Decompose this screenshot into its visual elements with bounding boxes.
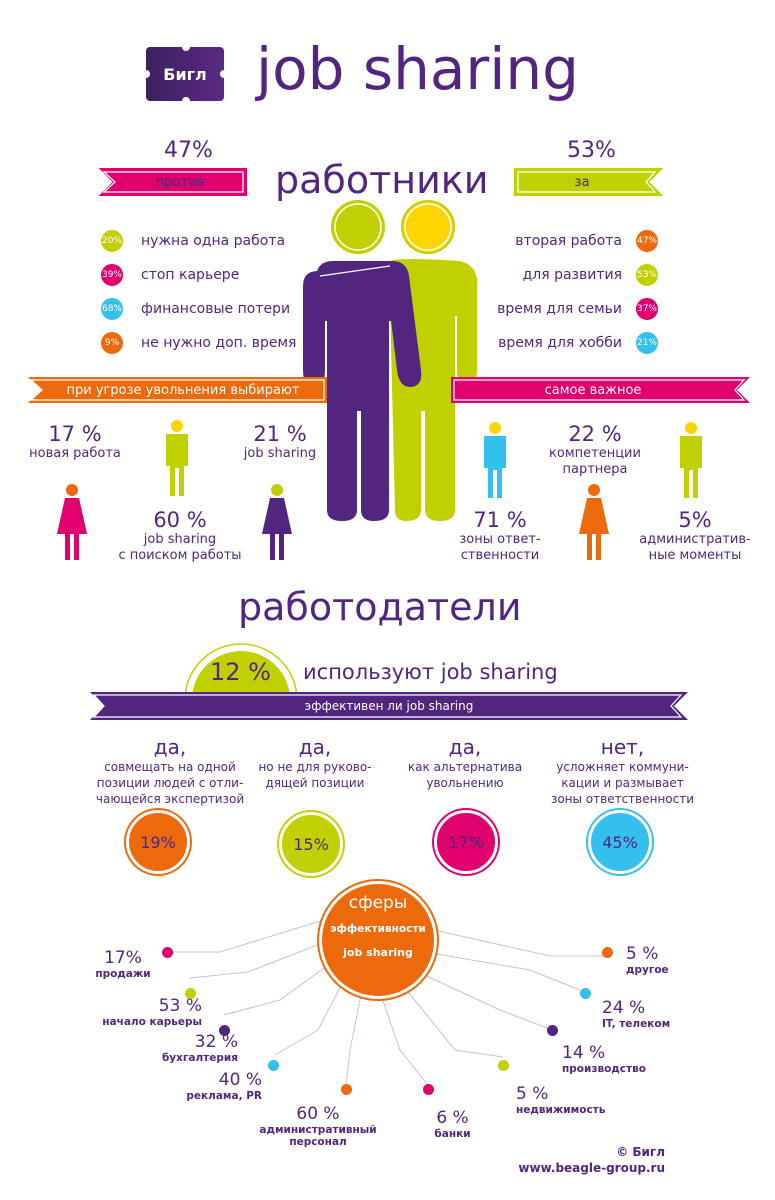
reason-label: стоп карьере	[141, 267, 240, 283]
answer-alternative-dismissal: да, как альтернатива увольнению	[407, 735, 523, 790]
reason-label: вторая работа	[515, 233, 622, 249]
copyright: © Бигл	[616, 1145, 665, 1159]
against-ribbon-shape	[98, 168, 247, 196]
reason-label: финансовые потери	[141, 301, 291, 317]
stat-new-job: 17 % новая работа	[29, 422, 121, 461]
percent-badge: 39%	[99, 262, 125, 288]
sphere-career-start: 53 % начало карьеры	[102, 996, 202, 1028]
sphere-real-estate: 5 % недвижимость	[516, 1084, 606, 1116]
against-reason-item: 39% стоп карьере	[99, 258, 296, 292]
sphere-accounting: 32 % бухгалтерия	[161, 1032, 238, 1064]
stat-job-sharing: 21 % job sharing	[243, 422, 317, 461]
man-icon-lime	[166, 420, 188, 496]
answer-no: нет, усложняет коммуни- кации и размывае…	[550, 735, 695, 806]
stat-job-sharing-search: 60 % job sharing с поиском работы	[118, 508, 242, 563]
website-link[interactable]: www.beagle-group.ru	[518, 1161, 665, 1175]
against-reasons-list: 20% нужна одна работа 39% стоп карьере 6…	[99, 224, 296, 360]
reason-label: время для семьи	[497, 301, 622, 317]
dot-accounting	[219, 1025, 230, 1036]
dot-real-estate	[498, 1060, 509, 1071]
against-reason-item: 68% финансовые потери	[99, 292, 296, 326]
for-reason-item: вторая работа 47%	[480, 224, 660, 258]
spheres-connector-lines	[167, 917, 607, 1086]
dot-other	[602, 947, 613, 958]
percent-badge: 53%	[634, 262, 660, 288]
for-reasons-list: вторая работа 47% для развития 53% время…	[480, 224, 660, 360]
man-icon-lime	[680, 422, 702, 498]
logo-text: Бигл	[163, 64, 207, 84]
important-ribbon-shape	[451, 377, 750, 403]
man-icon-cyan	[484, 422, 506, 498]
two-people-icon	[303, 200, 477, 522]
usage-label: используют job sharing	[303, 660, 558, 684]
dot-sales	[162, 947, 173, 958]
workers-heading: работники	[275, 158, 489, 202]
usage-semicircle	[184, 643, 298, 700]
for-ribbon-label: за	[574, 174, 590, 190]
dismissal-ribbon-shape	[28, 377, 327, 403]
dot-manufacturing	[547, 1025, 558, 1036]
effective-ribbon-shape	[90, 692, 688, 720]
percent-badge: 20%	[99, 228, 125, 254]
sphere-other: 5 % другое	[626, 944, 669, 976]
stat-administrative: 5% административ- ные моменты	[639, 508, 751, 563]
sphere-it-telecom: 24 % IT, телеком	[602, 998, 671, 1030]
sphere-admin-staff: 60 % административный персонал	[259, 1104, 377, 1148]
dot-admin-staff	[341, 1084, 352, 1095]
answer-expertise: да, совмещать на одной позиции людей с о…	[95, 735, 245, 806]
against-ribbon-label: против	[155, 174, 205, 190]
reason-label: не нужно доп. время	[141, 335, 297, 351]
stat-responsibility: 71 % зоны ответ- ственности	[459, 508, 541, 563]
for-reason-item: для развития 53%	[480, 258, 660, 292]
dot-advertising	[268, 1060, 279, 1071]
reason-label: время для хобби	[498, 335, 622, 351]
dismissal-ribbon-label: при угрозе увольнения выбирают	[66, 382, 300, 398]
sphere-banks: 6 % банки	[434, 1108, 471, 1140]
for-ribbon-shape	[514, 168, 664, 196]
woman-icon-purple	[262, 484, 292, 560]
percent-circle-lime: 15%	[279, 812, 343, 876]
usage-percent: 12 %	[210, 658, 271, 686]
answer-not-management: да, но не для руково- дящей позиции	[258, 735, 372, 790]
important-ribbon-label: самое важное	[544, 382, 642, 398]
spheres-center-label: сферы эффективности job sharing	[330, 893, 426, 959]
dot-banks	[423, 1084, 434, 1095]
dot-career-start	[185, 988, 196, 999]
effective-ribbon-label: эффективен ли job sharing	[304, 699, 474, 713]
percent-badge: 9%	[99, 330, 125, 356]
reason-label: нужна одна работа	[141, 233, 286, 249]
for-percent: 53%	[567, 138, 616, 163]
percent-badge: 21%	[634, 330, 660, 356]
percent-circle-orange: 19%	[126, 810, 190, 874]
stat-partner-competence: 22 % компетенции партнера	[549, 422, 641, 477]
sphere-sales: 17% продажи	[95, 948, 151, 980]
employers-heading: работодатели	[238, 585, 522, 629]
reason-label: для развития	[522, 267, 622, 283]
for-reason-item: время для семьи 37%	[480, 292, 660, 326]
dot-it-telecom	[580, 988, 591, 999]
woman-icon-magenta	[57, 484, 87, 560]
spheres-center-circle	[322, 884, 434, 996]
percent-badge: 47%	[634, 228, 660, 254]
page-title: job sharing	[256, 35, 579, 103]
against-reason-item: 20% нужна одна работа	[99, 224, 296, 258]
against-reason-item: 9% не нужно доп. время	[99, 326, 296, 360]
footer: © Бигл www.beagle-group.ru	[500, 1144, 665, 1176]
percent-badge: 68%	[99, 296, 125, 322]
woman-icon-orange	[579, 484, 609, 560]
percent-badge: 37%	[634, 296, 660, 322]
for-reason-item: время для хобби 21%	[480, 326, 660, 360]
beagle-logo: Бигл	[142, 43, 228, 105]
against-percent: 47%	[164, 138, 213, 163]
sphere-advertising: 40 % реклама, PR	[186, 1070, 262, 1102]
percent-circle-cyan: 45%	[588, 810, 652, 874]
percent-circle-magenta: 17%	[434, 810, 498, 874]
sphere-manufacturing: 14 % производство	[562, 1043, 646, 1075]
